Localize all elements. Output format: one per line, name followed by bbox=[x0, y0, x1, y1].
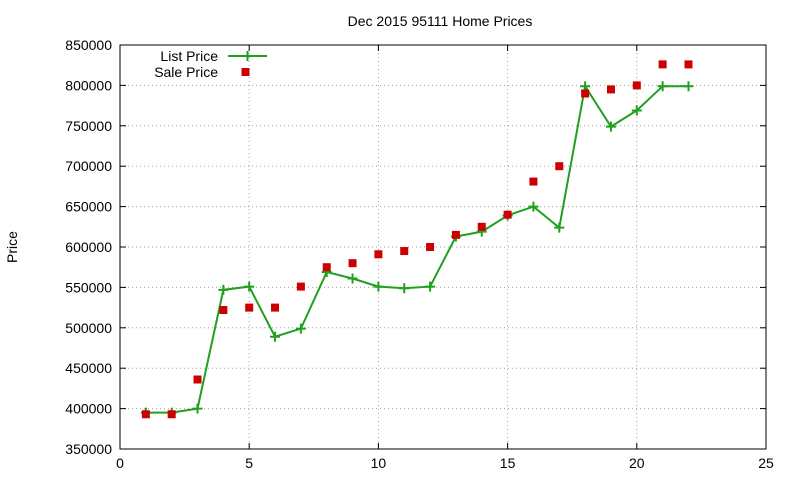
point-sale-price bbox=[296, 282, 305, 291]
x-tick-label: 10 bbox=[371, 455, 387, 471]
point-sale-price bbox=[684, 60, 693, 69]
point-sale-price bbox=[374, 250, 383, 259]
x-tick-label: 20 bbox=[629, 455, 645, 471]
series-line-list-price bbox=[145, 83, 689, 414]
y-axis-label: Price bbox=[4, 231, 20, 263]
point-list-price bbox=[270, 331, 281, 342]
y-tick-label: 800000 bbox=[65, 77, 112, 93]
y-tick-label: 850000 bbox=[65, 37, 112, 53]
point-list-price bbox=[528, 201, 539, 212]
x-axis-ticks: 0 5 10 15 20 25 bbox=[116, 45, 774, 471]
chart-title: Dec 2015 95111 Home Prices bbox=[348, 13, 533, 29]
legend: List Price Sale Price bbox=[154, 48, 267, 80]
series-markers bbox=[140, 60, 694, 419]
point-list-price bbox=[399, 283, 410, 294]
point-sale-price bbox=[632, 81, 641, 90]
y-tick-label: 400000 bbox=[65, 401, 112, 417]
point-sale-price bbox=[322, 263, 331, 272]
point-sale-price bbox=[555, 162, 564, 171]
x-tick-label: 0 bbox=[116, 455, 124, 471]
point-list-price bbox=[347, 273, 358, 284]
series-lines bbox=[145, 83, 689, 414]
point-list-price bbox=[218, 284, 229, 295]
point-list-price bbox=[605, 121, 616, 132]
point-sale-price bbox=[167, 410, 176, 419]
point-sale-price bbox=[503, 210, 512, 219]
y-tick-label: 750000 bbox=[65, 118, 112, 134]
x-tick-label: 5 bbox=[245, 455, 253, 471]
legend-label-sale-price: Sale Price bbox=[154, 64, 218, 80]
point-list-price bbox=[192, 403, 203, 414]
y-tick-label: 350000 bbox=[65, 441, 112, 457]
point-sale-price bbox=[193, 375, 202, 384]
legend-marker-list-price bbox=[242, 51, 253, 61]
y-tick-label: 450000 bbox=[65, 360, 112, 376]
point-sale-price bbox=[271, 303, 280, 312]
y-tick-label: 550000 bbox=[65, 279, 112, 295]
point-sale-price bbox=[348, 259, 357, 268]
point-list-price bbox=[425, 281, 436, 292]
x-tick-label: 15 bbox=[500, 455, 516, 471]
legend-label-list-price: List Price bbox=[160, 48, 218, 64]
point-sale-price bbox=[141, 410, 150, 419]
point-sale-price bbox=[426, 243, 435, 251]
point-list-price bbox=[631, 105, 642, 116]
point-sale-price bbox=[451, 230, 460, 239]
legend-marker-sale-price bbox=[241, 68, 250, 76]
y-axis-ticks: 350000 400000 450000 500000 550000 600000 6500… bbox=[65, 37, 766, 457]
point-sale-price bbox=[658, 60, 667, 69]
grid bbox=[120, 45, 766, 449]
point-list-price bbox=[683, 81, 694, 92]
point-list-price bbox=[554, 222, 565, 233]
point-sale-price bbox=[606, 85, 615, 94]
point-list-price bbox=[295, 323, 306, 334]
point-sale-price bbox=[477, 222, 486, 231]
point-list-price bbox=[244, 281, 255, 292]
y-tick-label: 600000 bbox=[65, 239, 112, 255]
y-tick-label: 650000 bbox=[65, 199, 112, 215]
point-list-price bbox=[373, 281, 384, 292]
point-list-price bbox=[657, 81, 668, 92]
point-sale-price bbox=[219, 306, 228, 315]
point-sale-price bbox=[245, 303, 254, 312]
point-sale-price bbox=[581, 89, 590, 98]
x-tick-label: 25 bbox=[758, 455, 774, 471]
point-sale-price bbox=[400, 247, 409, 256]
y-tick-label: 700000 bbox=[65, 158, 112, 174]
point-sale-price bbox=[529, 177, 538, 186]
y-tick-label: 500000 bbox=[65, 320, 112, 336]
